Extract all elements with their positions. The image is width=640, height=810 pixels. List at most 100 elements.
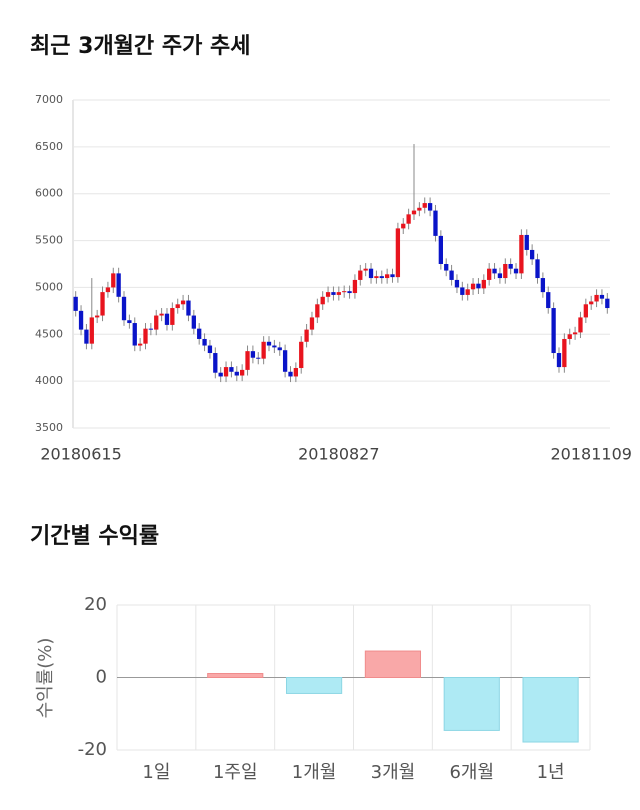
x-tick-label: 20180827 [298,445,379,464]
candle-body [272,345,277,348]
candle-body [256,357,261,359]
candle-body [105,287,111,293]
candle-body [164,313,170,325]
candle-body [304,329,309,342]
candle-body [116,273,121,297]
candle-body [417,207,422,211]
candle-body [299,341,304,369]
candle-body [594,294,599,302]
candle-body [137,343,143,346]
candle-body [449,270,454,280]
candle-body [476,283,481,289]
candle-body [159,313,164,316]
candle-body [229,367,234,372]
candle-body [492,268,497,274]
candle-body [207,345,213,354]
candle-body [438,235,443,264]
candle-body [454,279,460,288]
x-tick-label: 3개월 [371,762,416,783]
candle-body [331,292,336,295]
candle-body [384,274,390,279]
x-tick-label: 20180615 [40,445,121,464]
candle-body [562,338,567,368]
x-tick-label: 1년 [537,762,565,783]
candle-body [95,315,100,318]
candle-body [218,372,223,377]
candle-body [240,369,245,376]
candle-body [513,268,519,274]
candle-body [433,210,438,236]
candle-body [266,341,272,346]
candle-body [422,203,427,208]
candle-body [519,234,524,274]
candle-body [589,301,594,305]
candle-body [143,328,148,344]
candle-body [121,296,127,321]
candle-body [352,279,358,294]
candle-body [529,249,535,260]
candle-body [395,228,401,278]
candle-body [572,332,578,335]
y-tick-label: 4000 [35,374,63,387]
candle-body [100,292,105,316]
y-tick-label: 5500 [35,234,63,247]
candle-body [261,341,266,359]
candle-body [180,300,186,305]
y-tick-label: 5000 [35,280,63,293]
candle-body [202,338,207,346]
candle-body [186,300,191,316]
candle-body [460,287,465,295]
candle-body [583,304,588,318]
candle-body [427,203,433,211]
candle-body [288,371,293,377]
candle-body [282,350,288,372]
candle-body [320,296,325,305]
candle-body [546,292,551,309]
candle-body [363,268,368,271]
candle-body [336,292,341,295]
bar [364,650,422,678]
candle-body [508,264,513,269]
candle-body [277,347,282,351]
candle-body [191,315,196,329]
candle-body [358,270,363,280]
candle-body [551,308,556,354]
y-tick-label: 4500 [35,327,63,340]
candle-body [127,320,132,324]
bar [443,677,500,731]
candle-body [481,279,486,289]
candle-body [89,317,94,344]
candle-body [470,283,476,290]
candle-body [309,317,315,330]
bar [207,673,264,679]
candle-body [250,351,256,358]
y-tick-label: 7000 [35,93,63,106]
candle-body [325,292,331,297]
candle-body [605,298,610,309]
candle-body [379,276,384,279]
candle-body [154,315,159,330]
bar [522,677,579,743]
x-tick-label: 6개월 [449,762,494,783]
x-tick-label: 20181109 [550,445,631,464]
candle-body [78,310,84,330]
y-tick-label: 0 [96,667,107,688]
candle-body [390,274,395,278]
candle-body [503,264,508,279]
candle-body [444,264,449,271]
candle-body [465,289,470,295]
chart-title: 기간별 수익률 [30,524,159,549]
candle-body [578,317,583,333]
candle-body [245,351,250,370]
candle-body [556,353,562,368]
candle-body [84,329,89,344]
y-tick-label: 6500 [35,140,63,153]
bar [285,677,343,694]
candle-body [487,268,492,280]
chart-title: 최근 3개월간 주가 추세 [30,34,250,59]
candle-body [175,304,180,309]
candle-body [535,259,540,279]
candle-body [567,334,572,339]
candle-body [599,294,605,299]
candle-body [406,214,411,224]
